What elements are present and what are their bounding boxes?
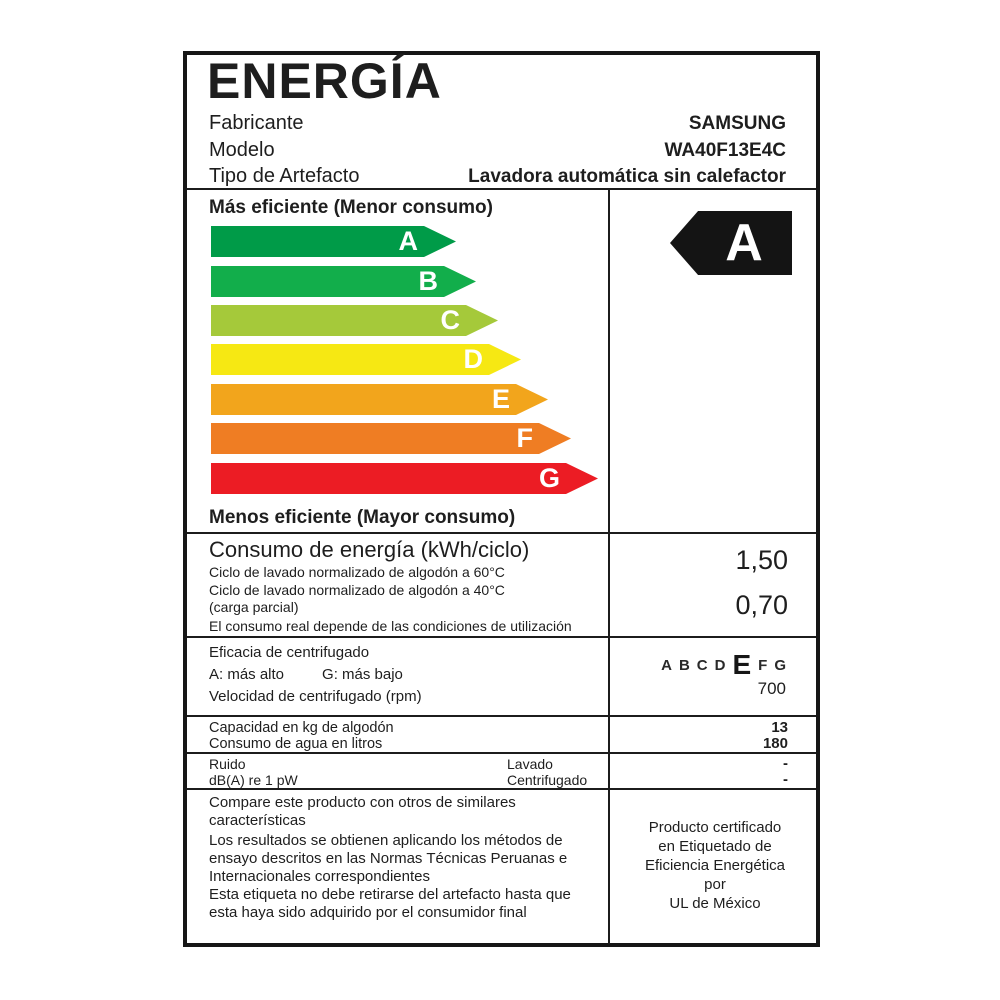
grade-arrow-e: E — [211, 384, 548, 415]
grade-letter-c: C — [440, 305, 460, 335]
label-removal-note: Esta etiqueta no debe retirarse del arte… — [209, 886, 571, 921]
water-value: 180 — [762, 735, 788, 752]
grade-letter-g: G — [538, 463, 560, 493]
appliance-type-label: Tipo de Artefacto — [209, 165, 360, 187]
spin-letter-b: B — [678, 656, 690, 674]
energy-value-40: 0,70 — [735, 590, 788, 620]
certification-line-3: Eficiencia Energética — [644, 857, 786, 874]
grade-letter-e: E — [491, 384, 510, 414]
spin-letter-a: A — [661, 656, 672, 674]
appliance-type-value: Lavadora automática sin calefactor — [468, 166, 786, 187]
noise-spin-value: - — [783, 771, 788, 788]
grade-arrow-a: A — [211, 226, 456, 257]
certification-line-5: UL de México — [669, 895, 761, 912]
grade-arrow-g: G — [211, 463, 598, 494]
spin-note-high: A: más alto — [209, 666, 285, 683]
spin-divider — [187, 715, 816, 717]
noise-wash-label: Lavado — [507, 756, 553, 772]
cycle-40-label: Ciclo de lavado normalizado de algodón a… — [209, 582, 505, 598]
header-divider — [187, 188, 816, 190]
energy-divider — [187, 636, 816, 638]
certification-line-1: Producto certificado — [648, 819, 782, 836]
water-label: Consumo de agua en litros — [209, 736, 383, 752]
spin-grade-scale: A B C D E F G — [654, 649, 786, 681]
certification-line-2: en Etiquetado de — [658, 838, 772, 855]
column-divider — [608, 188, 610, 944]
grade-letter-b: B — [418, 266, 438, 296]
certification-line-4: por — [704, 876, 726, 893]
energy-value-60: 1,50 — [735, 545, 788, 575]
capacity-divider — [187, 752, 816, 754]
capacity-value: 13 — [771, 719, 788, 736]
spin-efficiency-title: Eficacia de centrifugado — [209, 644, 370, 661]
spin-speed-label: Velocidad de centrifugado (rpm) — [209, 688, 422, 705]
spin-scale-note: A: más alto G: más bajo — [209, 666, 403, 684]
spin-speed-value: 700 — [757, 679, 786, 698]
grade-arrow-f: F — [211, 423, 571, 454]
less-efficient-heading: Menos eficiente (Mayor consumo) — [209, 507, 516, 528]
more-efficient-heading: Más eficiente (Menor consumo) — [209, 197, 493, 218]
noise-spin-label: Centrifugado — [507, 772, 588, 788]
grade-letter-d: D — [463, 344, 483, 374]
test-methods-note: Los resultados se obtienen aplicando los… — [209, 832, 568, 885]
noise-divider — [187, 788, 816, 790]
spin-letter-g: G — [774, 656, 786, 674]
real-consumption-note: El consumo real depende de las condicion… — [209, 618, 572, 634]
spin-letter-c: C — [696, 656, 708, 674]
energy-consumption-title: Consumo de energía (kWh/ciclo) — [209, 537, 530, 562]
spin-letter-e-selected: E — [732, 649, 752, 680]
energy-label: ENERGÍA Fabricante SAMSUNG Modelo WA40F1… — [183, 51, 820, 947]
partial-load-label: (carga parcial) — [209, 599, 299, 615]
certification-note: Producto certificado en Etiquetado de Ef… — [619, 818, 811, 913]
grade-arrow-c: C — [211, 305, 498, 336]
label-title: ENERGÍA — [207, 53, 442, 109]
grade-letter-f: F — [516, 423, 533, 453]
grade-arrow-d: D — [211, 344, 521, 375]
compare-note: Compare este producto con otros de simil… — [209, 794, 516, 829]
rating-letter: A — [725, 214, 763, 272]
manufacturer-label: Fabricante — [209, 112, 304, 134]
grade-arrow-b: B — [211, 266, 476, 297]
spin-letter-f: F — [758, 656, 768, 674]
noise-label: Ruido — [209, 756, 246, 772]
capacity-label: Capacidad en kg de algodón — [209, 720, 394, 736]
model-label: Modelo — [209, 139, 275, 161]
spin-letter-d: D — [714, 656, 726, 674]
grade-letter-a: A — [398, 226, 418, 256]
cycle-60-label: Ciclo de lavado normalizado de algodón a… — [209, 564, 505, 580]
scale-divider — [187, 532, 816, 534]
noise-unit-label: dB(A) re 1 pW — [209, 772, 298, 788]
spin-note-low: G: más bajo — [322, 666, 403, 683]
noise-wash-value: - — [783, 755, 788, 772]
rating-indicator-arrow: A — [670, 211, 792, 275]
model-value: WA40F13E4C — [664, 140, 786, 161]
manufacturer-value: SAMSUNG — [688, 113, 786, 134]
